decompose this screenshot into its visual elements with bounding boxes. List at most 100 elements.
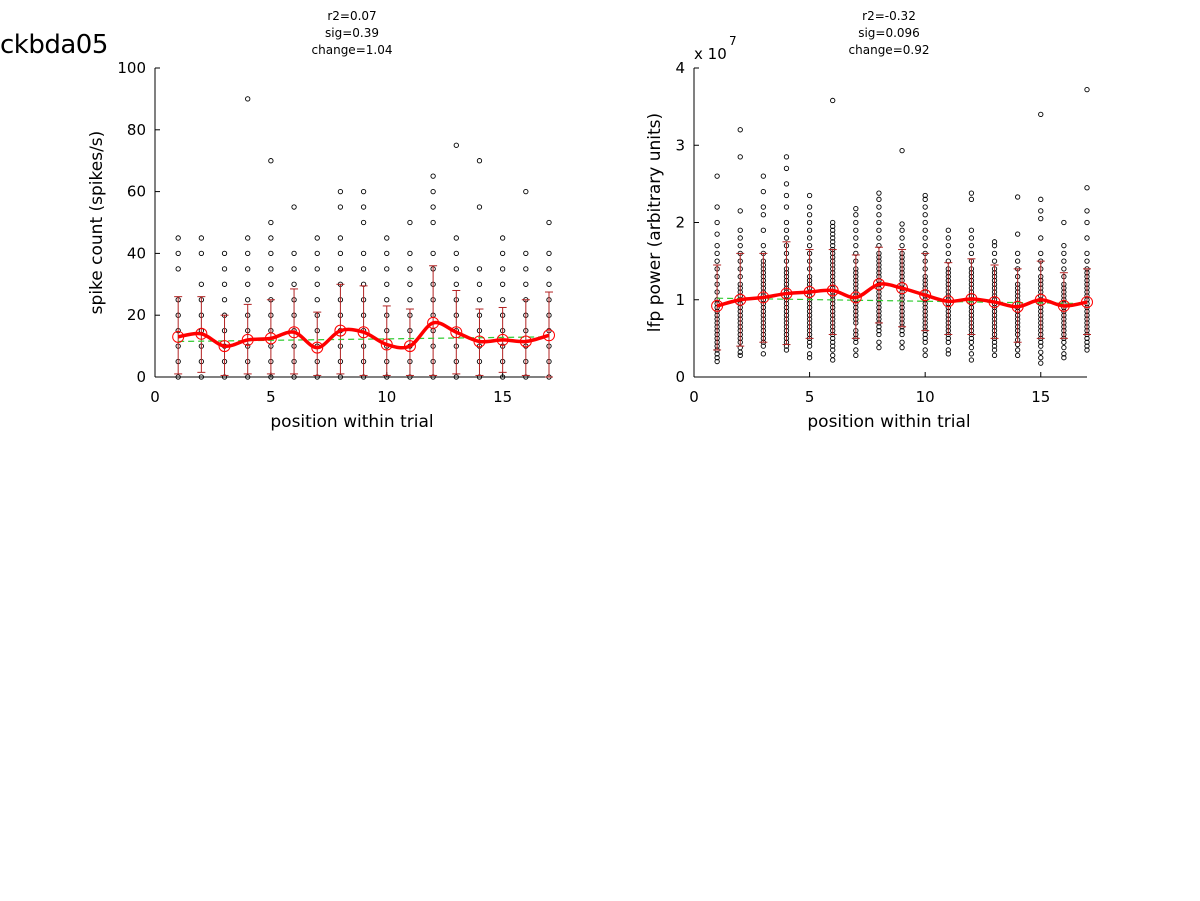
data-point (806, 339, 813, 345)
data-point (806, 351, 813, 357)
data-point (1084, 258, 1090, 264)
data-point (476, 297, 483, 303)
mean-marker (965, 292, 978, 305)
axis-scale-exponent: 7 (729, 34, 737, 48)
data-point (968, 243, 975, 249)
data-point (876, 227, 882, 233)
y-tick-label: 100 (117, 59, 146, 77)
mean-marker (780, 287, 793, 300)
data-point (968, 357, 975, 363)
data-point (1038, 111, 1044, 118)
y-tick-label: 0 (136, 368, 146, 386)
data-point (1061, 355, 1067, 361)
data-point (1061, 266, 1067, 272)
data-point (245, 281, 251, 287)
data-point (991, 339, 998, 345)
data-point (384, 266, 390, 272)
data-point (760, 188, 767, 195)
data-point (1038, 339, 1044, 345)
data-point (476, 204, 483, 210)
data-point (991, 250, 998, 257)
data-point (268, 219, 274, 226)
stat-line: r2=0.07 (327, 9, 376, 23)
data-point (830, 219, 836, 226)
data-point (1084, 339, 1090, 345)
data-point (945, 250, 951, 257)
data-point (1061, 243, 1067, 249)
data-point (968, 227, 975, 233)
data-point (360, 266, 367, 272)
data-point (783, 181, 790, 187)
data-point (360, 204, 367, 210)
data-point (453, 235, 459, 241)
data-point (1038, 343, 1044, 349)
data-point (922, 339, 928, 345)
mean-marker (357, 326, 370, 339)
data-point (1084, 185, 1090, 191)
data-point (853, 352, 859, 359)
data-point (1061, 258, 1067, 264)
data-point (499, 250, 506, 257)
data-point (1014, 352, 1021, 359)
data-point (968, 351, 975, 357)
data-point (760, 351, 767, 357)
data-point (876, 204, 882, 210)
data-point (546, 266, 552, 272)
data-point (291, 281, 297, 287)
stat-line: r2=-0.32 (862, 9, 916, 23)
mean-marker (1034, 293, 1047, 306)
data-point (175, 266, 181, 272)
data-point (268, 158, 274, 164)
data-point (430, 204, 436, 210)
data-point (737, 208, 743, 214)
data-point (760, 243, 767, 249)
data-point (714, 355, 720, 361)
data-point (968, 190, 975, 196)
data-point (714, 358, 720, 365)
data-point (453, 374, 459, 380)
data-point (830, 227, 836, 233)
data-point (991, 347, 998, 353)
data-point (1038, 208, 1044, 214)
data-point (245, 96, 251, 102)
data-point (1014, 258, 1021, 264)
data-point (337, 266, 344, 272)
y-tick-label: 40 (127, 244, 146, 262)
data-point (830, 231, 836, 237)
data-point (245, 266, 251, 272)
stat-line: change=0.92 (849, 43, 930, 57)
data-point (945, 335, 951, 342)
mean-marker (450, 326, 463, 339)
data-point (198, 281, 205, 287)
data-point (760, 173, 767, 179)
data-point (499, 374, 506, 380)
data-point (430, 250, 436, 257)
data-point (922, 243, 928, 249)
data-point (198, 374, 205, 380)
data-point (175, 374, 181, 380)
data-point (546, 281, 552, 287)
data-point (991, 243, 998, 249)
data-point (407, 266, 413, 272)
chart-panel-1: r2=0.07 sig=0.39 change=1.04 0 5 10 15 0 20 40 60 8… (87, 9, 555, 432)
mean-marker (543, 329, 555, 342)
data-point (1084, 335, 1090, 342)
mean-marker (519, 335, 532, 348)
data-point (499, 266, 506, 272)
data-point (291, 204, 297, 210)
y-tick-label: 4 (675, 59, 685, 77)
mean-marker (195, 327, 208, 340)
data-point (830, 97, 836, 104)
data-point (221, 281, 228, 287)
data-point (922, 331, 928, 338)
y-axis-label: spike count (spikes/s) (87, 131, 107, 315)
data-point (853, 219, 859, 226)
data-point (806, 243, 813, 249)
mean-marker (172, 330, 185, 343)
data-point (1084, 347, 1090, 353)
data-point (783, 219, 790, 226)
data-point (1084, 86, 1090, 93)
data-point (760, 204, 767, 210)
data-point (453, 250, 459, 257)
data-point (806, 212, 813, 218)
